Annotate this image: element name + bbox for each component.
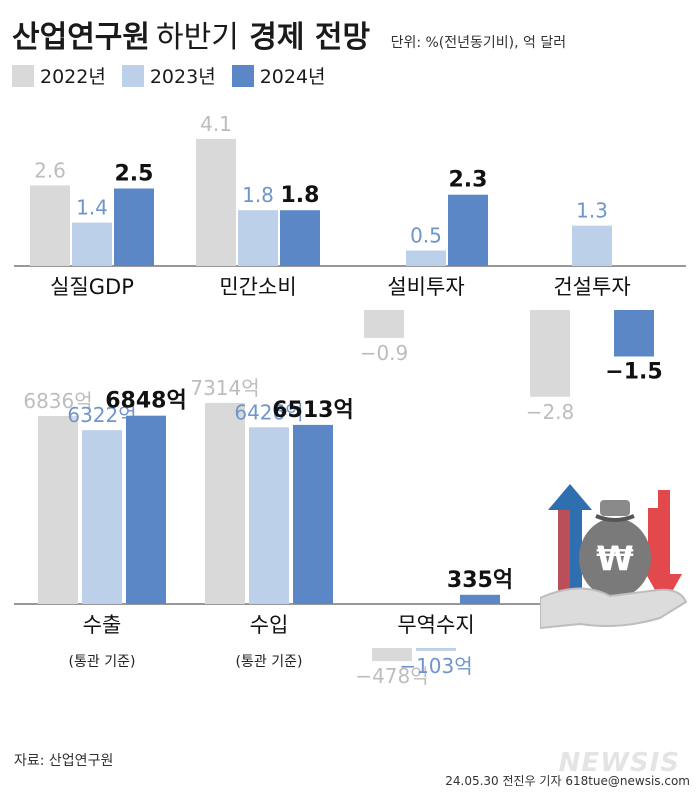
credit-line: 24.05.30 전진우 기자 618tue@newsis.com xyxy=(445,774,690,788)
title-light: 하반기 xyxy=(156,20,239,55)
bar-1-2-1 xyxy=(416,648,456,651)
data-label-0-1-1: 1.8 xyxy=(242,183,274,207)
bar-0-3-1 xyxy=(572,225,612,266)
bar-1-0-2 xyxy=(126,415,166,604)
bar-0-2-0 xyxy=(364,310,404,338)
legend-swatch-2024 xyxy=(231,64,254,87)
data-label-1-0-0: 6836억 xyxy=(23,389,92,413)
legend-swatch-2023 xyxy=(121,64,144,87)
page-title: 산업연구원 하반기 경제 전망 단위: %(전년동기비), 억 달러 xyxy=(12,12,566,56)
category-label-0-0: 실질GDP xyxy=(50,275,134,299)
data-label-0-1-0: 4.1 xyxy=(200,112,232,136)
data-label-1-0-1: 6322억 xyxy=(67,403,136,427)
money-bag-hand-icon: ₩ xyxy=(540,484,688,630)
data-label-0-0-1: 1.4 xyxy=(76,196,108,220)
legend-item-2024: 2024년 xyxy=(231,62,326,89)
data-label-0-0-0: 2.6 xyxy=(34,158,66,182)
bar-0-1-2 xyxy=(280,210,320,266)
bar-1-2-2 xyxy=(460,594,500,604)
bar-0-3-2 xyxy=(614,310,654,357)
legend-label-2024: 2024년 xyxy=(259,66,326,88)
bar-1-1-0 xyxy=(205,402,245,604)
category-label-0-3: 건설투자 xyxy=(553,275,630,299)
data-label-1-1-2: 6513억 xyxy=(272,398,353,423)
bar-1-1-2 xyxy=(293,424,333,604)
bar-0-0-1 xyxy=(72,222,112,266)
legend: 2022년 2023년 2024년 xyxy=(12,62,326,89)
data-label-1-1-0: 7314억 xyxy=(190,376,259,400)
data-label-0-1-2: 1.8 xyxy=(281,183,320,208)
bar-1-2-0 xyxy=(372,648,412,662)
unit-note: 단위: %(전년동기비), 억 달러 xyxy=(390,35,567,51)
title-bold: 산업연구원 xyxy=(12,20,150,55)
category-label-1-2: 무역수지 xyxy=(397,613,474,637)
data-label-0-3-0: −2.8 xyxy=(526,400,575,424)
data-label-1-2-1: −103억 xyxy=(399,654,472,678)
data-label-1-0-2: 6848억 xyxy=(105,389,186,414)
data-label-1-2-0: −478억 xyxy=(355,664,428,688)
data-label-0-2-2: 2.3 xyxy=(449,168,488,193)
title-bold-2: 경제 전망 xyxy=(249,20,371,55)
category-subtitle-1-1: (통관 기준) xyxy=(236,654,303,670)
data-label-0-3-2: −1.5 xyxy=(605,360,662,385)
bar-1-0-1 xyxy=(82,430,122,604)
data-label-1-1-1: 6426억 xyxy=(234,400,303,424)
bar-0-1-0 xyxy=(196,138,236,266)
legend-item-2023: 2023년 xyxy=(121,62,216,89)
bar-1-0-0 xyxy=(38,416,78,604)
bar-0-2-1 xyxy=(406,250,446,266)
category-label-0-1: 민간소비 xyxy=(219,275,296,299)
bar-1-1-1 xyxy=(249,427,289,604)
data-label-0-2-1: 0.5 xyxy=(410,224,442,248)
data-label-0-2-0: −0.9 xyxy=(360,341,409,365)
source-note: 자료: 산업연구원 xyxy=(14,753,114,769)
bar-0-0-2 xyxy=(114,188,154,266)
bar-0-2-2 xyxy=(448,194,488,266)
category-label-1-0: 수출 xyxy=(83,613,122,637)
data-label-0-3-1: 1.3 xyxy=(576,199,608,223)
bar-0-3-0 xyxy=(530,310,570,397)
legend-item-2022: 2022년 xyxy=(12,62,106,89)
data-label-0-0-2: 2.5 xyxy=(115,162,154,187)
legend-label-2023: 2023년 xyxy=(149,66,216,88)
legend-label-2022: 2022년 xyxy=(40,66,106,88)
svg-text:₩: ₩ xyxy=(596,539,634,579)
watermark-logo: NEWSIS xyxy=(558,748,680,778)
data-label-1-2-2: 335억 xyxy=(447,568,513,593)
bar-0-1-1 xyxy=(238,210,278,266)
category-subtitle-1-0: (통관 기준) xyxy=(69,654,136,670)
category-label-0-2: 설비투자 xyxy=(387,275,464,299)
legend-swatch-2022 xyxy=(12,64,34,87)
category-label-1-1: 수입 xyxy=(250,613,289,637)
bar-0-0-0 xyxy=(30,185,70,266)
